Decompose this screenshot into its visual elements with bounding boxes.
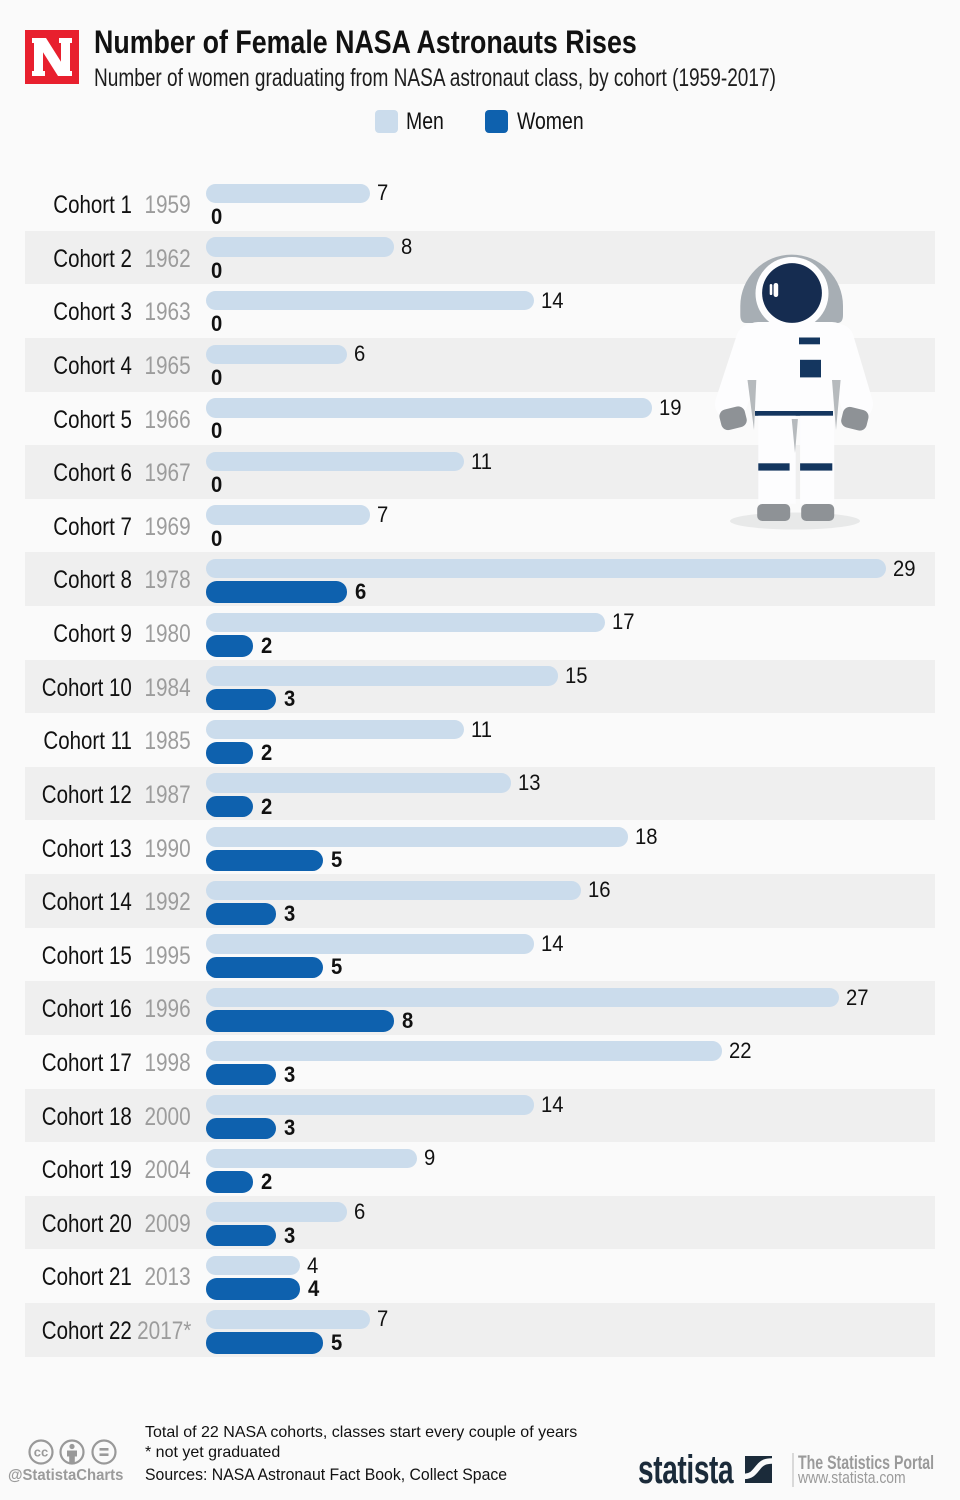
- svg-text:cc: cc: [34, 1445, 48, 1460]
